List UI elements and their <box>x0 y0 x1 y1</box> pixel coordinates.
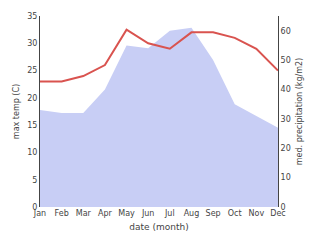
svg-text:5: 5 <box>32 176 37 185</box>
svg-text:35: 35 <box>27 12 37 21</box>
svg-text:10: 10 <box>27 148 37 157</box>
svg-text:25: 25 <box>27 66 37 75</box>
svg-text:10: 10 <box>281 173 291 182</box>
svg-text:Jan: Jan <box>33 209 46 218</box>
svg-text:Feb: Feb <box>55 209 69 218</box>
svg-text:30: 30 <box>281 115 291 124</box>
svg-text:40: 40 <box>281 85 291 94</box>
svg-text:Mar: Mar <box>76 209 92 218</box>
svg-text:med. precipitation (kg/m2): med. precipitation (kg/m2) <box>295 58 304 165</box>
svg-text:0: 0 <box>32 203 37 212</box>
svg-text:May: May <box>118 209 135 218</box>
svg-text:Nov: Nov <box>249 209 265 218</box>
svg-text:Sep: Sep <box>206 209 221 218</box>
svg-text:date (month): date (month) <box>129 222 188 232</box>
svg-text:50: 50 <box>281 56 291 65</box>
svg-text:Dec: Dec <box>270 209 285 218</box>
svg-text:20: 20 <box>281 144 291 153</box>
svg-text:Apr: Apr <box>98 209 113 218</box>
svg-text:20: 20 <box>27 94 37 103</box>
svg-text:max temp (C): max temp (C) <box>12 84 21 139</box>
svg-text:60: 60 <box>281 26 291 35</box>
svg-text:15: 15 <box>27 121 37 130</box>
svg-text:30: 30 <box>27 39 37 48</box>
svg-text:Jul: Jul <box>164 209 175 218</box>
svg-text:Jun: Jun <box>141 209 155 218</box>
svg-text:Oct: Oct <box>228 209 242 218</box>
svg-text:0: 0 <box>281 203 286 212</box>
svg-text:Aug: Aug <box>184 209 200 218</box>
